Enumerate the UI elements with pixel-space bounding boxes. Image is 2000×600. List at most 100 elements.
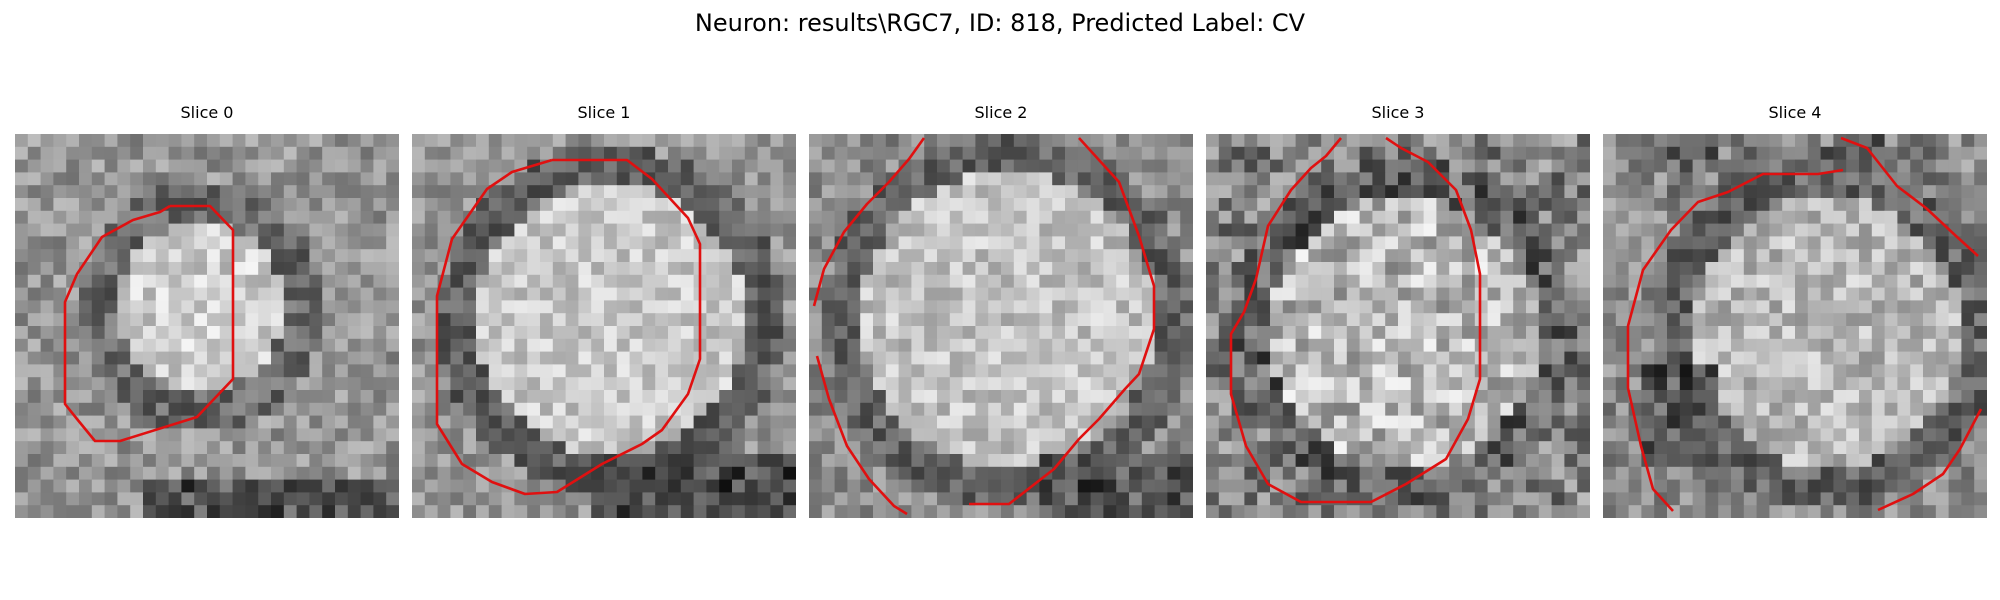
pixel-cell (40, 287, 54, 301)
pixel-cell (1795, 159, 1809, 173)
pixel-cell (1282, 428, 1296, 442)
pixel-cell (937, 223, 951, 237)
pixel-cell (706, 364, 720, 378)
pixel-cell (1218, 313, 1232, 327)
pixel-cell (386, 223, 399, 237)
pixel-cell (1206, 492, 1220, 506)
pixel-cell (1769, 377, 1783, 391)
pixel-cell (1346, 454, 1360, 468)
pixel-cell (604, 441, 618, 455)
pixel-cell (680, 505, 694, 518)
pixel-cell (1270, 146, 1284, 160)
pixel-cell (860, 262, 874, 276)
pixel-cell (591, 134, 605, 148)
pixel-cell (1641, 364, 1655, 378)
pixel-cell (898, 134, 912, 148)
pixel-cell (642, 236, 656, 250)
pixel-cell (168, 236, 182, 250)
pixel-cell (565, 466, 579, 480)
pixel-cell (1743, 185, 1757, 199)
pixel-cell (1705, 479, 1719, 493)
pixel-cell (527, 505, 541, 518)
pixel-cell (476, 313, 490, 327)
pixel-cell (117, 402, 131, 416)
pixel-cell (1398, 185, 1412, 199)
pixel-cell (386, 210, 399, 224)
pixel-cell (1013, 159, 1027, 173)
pixel-cell (1526, 428, 1540, 442)
pixel-cell (1001, 428, 1015, 442)
pixel-cell (1654, 402, 1668, 416)
pixel-cell (232, 134, 246, 148)
pixel-cell (1654, 377, 1668, 391)
pixel-cell (1154, 146, 1168, 160)
pixel-cell (1859, 249, 1873, 263)
pixel-cell (591, 338, 605, 352)
pixel-cell (873, 454, 887, 468)
pixel-cell (706, 198, 720, 212)
pixel-cell (1948, 313, 1962, 327)
pixel-cell (1039, 402, 1053, 416)
pixel-cell (1692, 313, 1706, 327)
pixel-cell (1359, 223, 1373, 237)
pixel-cell (424, 313, 438, 327)
pixel-cell (1923, 390, 1937, 404)
pixel-cell (949, 172, 963, 186)
pixel-cell (1449, 377, 1463, 391)
pixel-cell (1897, 159, 1911, 173)
pixel-cell (1116, 428, 1130, 442)
pixel-cell (1718, 505, 1732, 518)
pixel-cell (1039, 223, 1053, 237)
pixel-cell (911, 249, 925, 263)
pixel-cell (1090, 390, 1104, 404)
pixel-cell (463, 274, 477, 288)
pixel-cell (1180, 210, 1193, 224)
pixel-cell (527, 146, 541, 160)
pixel-cell (424, 492, 438, 506)
pixel-cell (437, 210, 451, 224)
pixel-cell (79, 223, 93, 237)
pixel-cell (1820, 223, 1834, 237)
pixel-cell (283, 185, 297, 199)
pixel-cell (949, 159, 963, 173)
pixel-cell (1910, 185, 1924, 199)
pixel-cell (1782, 402, 1796, 416)
pixel-cell (783, 402, 796, 416)
pixel-cell (1692, 454, 1706, 468)
pixel-cell (847, 454, 861, 468)
pixel-cell (1641, 223, 1655, 237)
pixel-cell (1833, 159, 1847, 173)
pixel-cell (949, 210, 963, 224)
pixel-cell (898, 454, 912, 468)
pixel-cell (1820, 441, 1834, 455)
pixel-cell (860, 492, 874, 506)
pixel-cell (1372, 338, 1386, 352)
pixel-cell (757, 505, 771, 518)
pixel-cell (1487, 492, 1501, 506)
pixel-cell (1718, 134, 1732, 148)
pixel-cell (1026, 210, 1040, 224)
pixel-cell (1641, 300, 1655, 314)
pixel-cell (450, 236, 464, 250)
pixel-cell (591, 159, 605, 173)
pixel-cell (322, 441, 336, 455)
pixel-cell (1820, 326, 1834, 340)
pixel-cell (488, 236, 502, 250)
pixel-cell (616, 428, 630, 442)
pixel-cell (1065, 274, 1079, 288)
slice-title-3: Slice 3 (1371, 103, 1425, 122)
pixel-cell (591, 236, 605, 250)
pixel-cell (1334, 236, 1348, 250)
pixel-cell (1577, 454, 1590, 468)
pixel-cell (1321, 236, 1335, 250)
pixel-cell (258, 390, 272, 404)
pixel-cell (373, 236, 387, 250)
pixel-cell (1116, 441, 1130, 455)
pixel-cell (873, 326, 887, 340)
pixel-cell (975, 428, 989, 442)
pixel-cell (783, 300, 796, 314)
pixel-cell (924, 492, 938, 506)
pixel-cell (1603, 313, 1617, 327)
pixel-cell (1398, 351, 1412, 365)
pixel-cell (501, 466, 515, 480)
